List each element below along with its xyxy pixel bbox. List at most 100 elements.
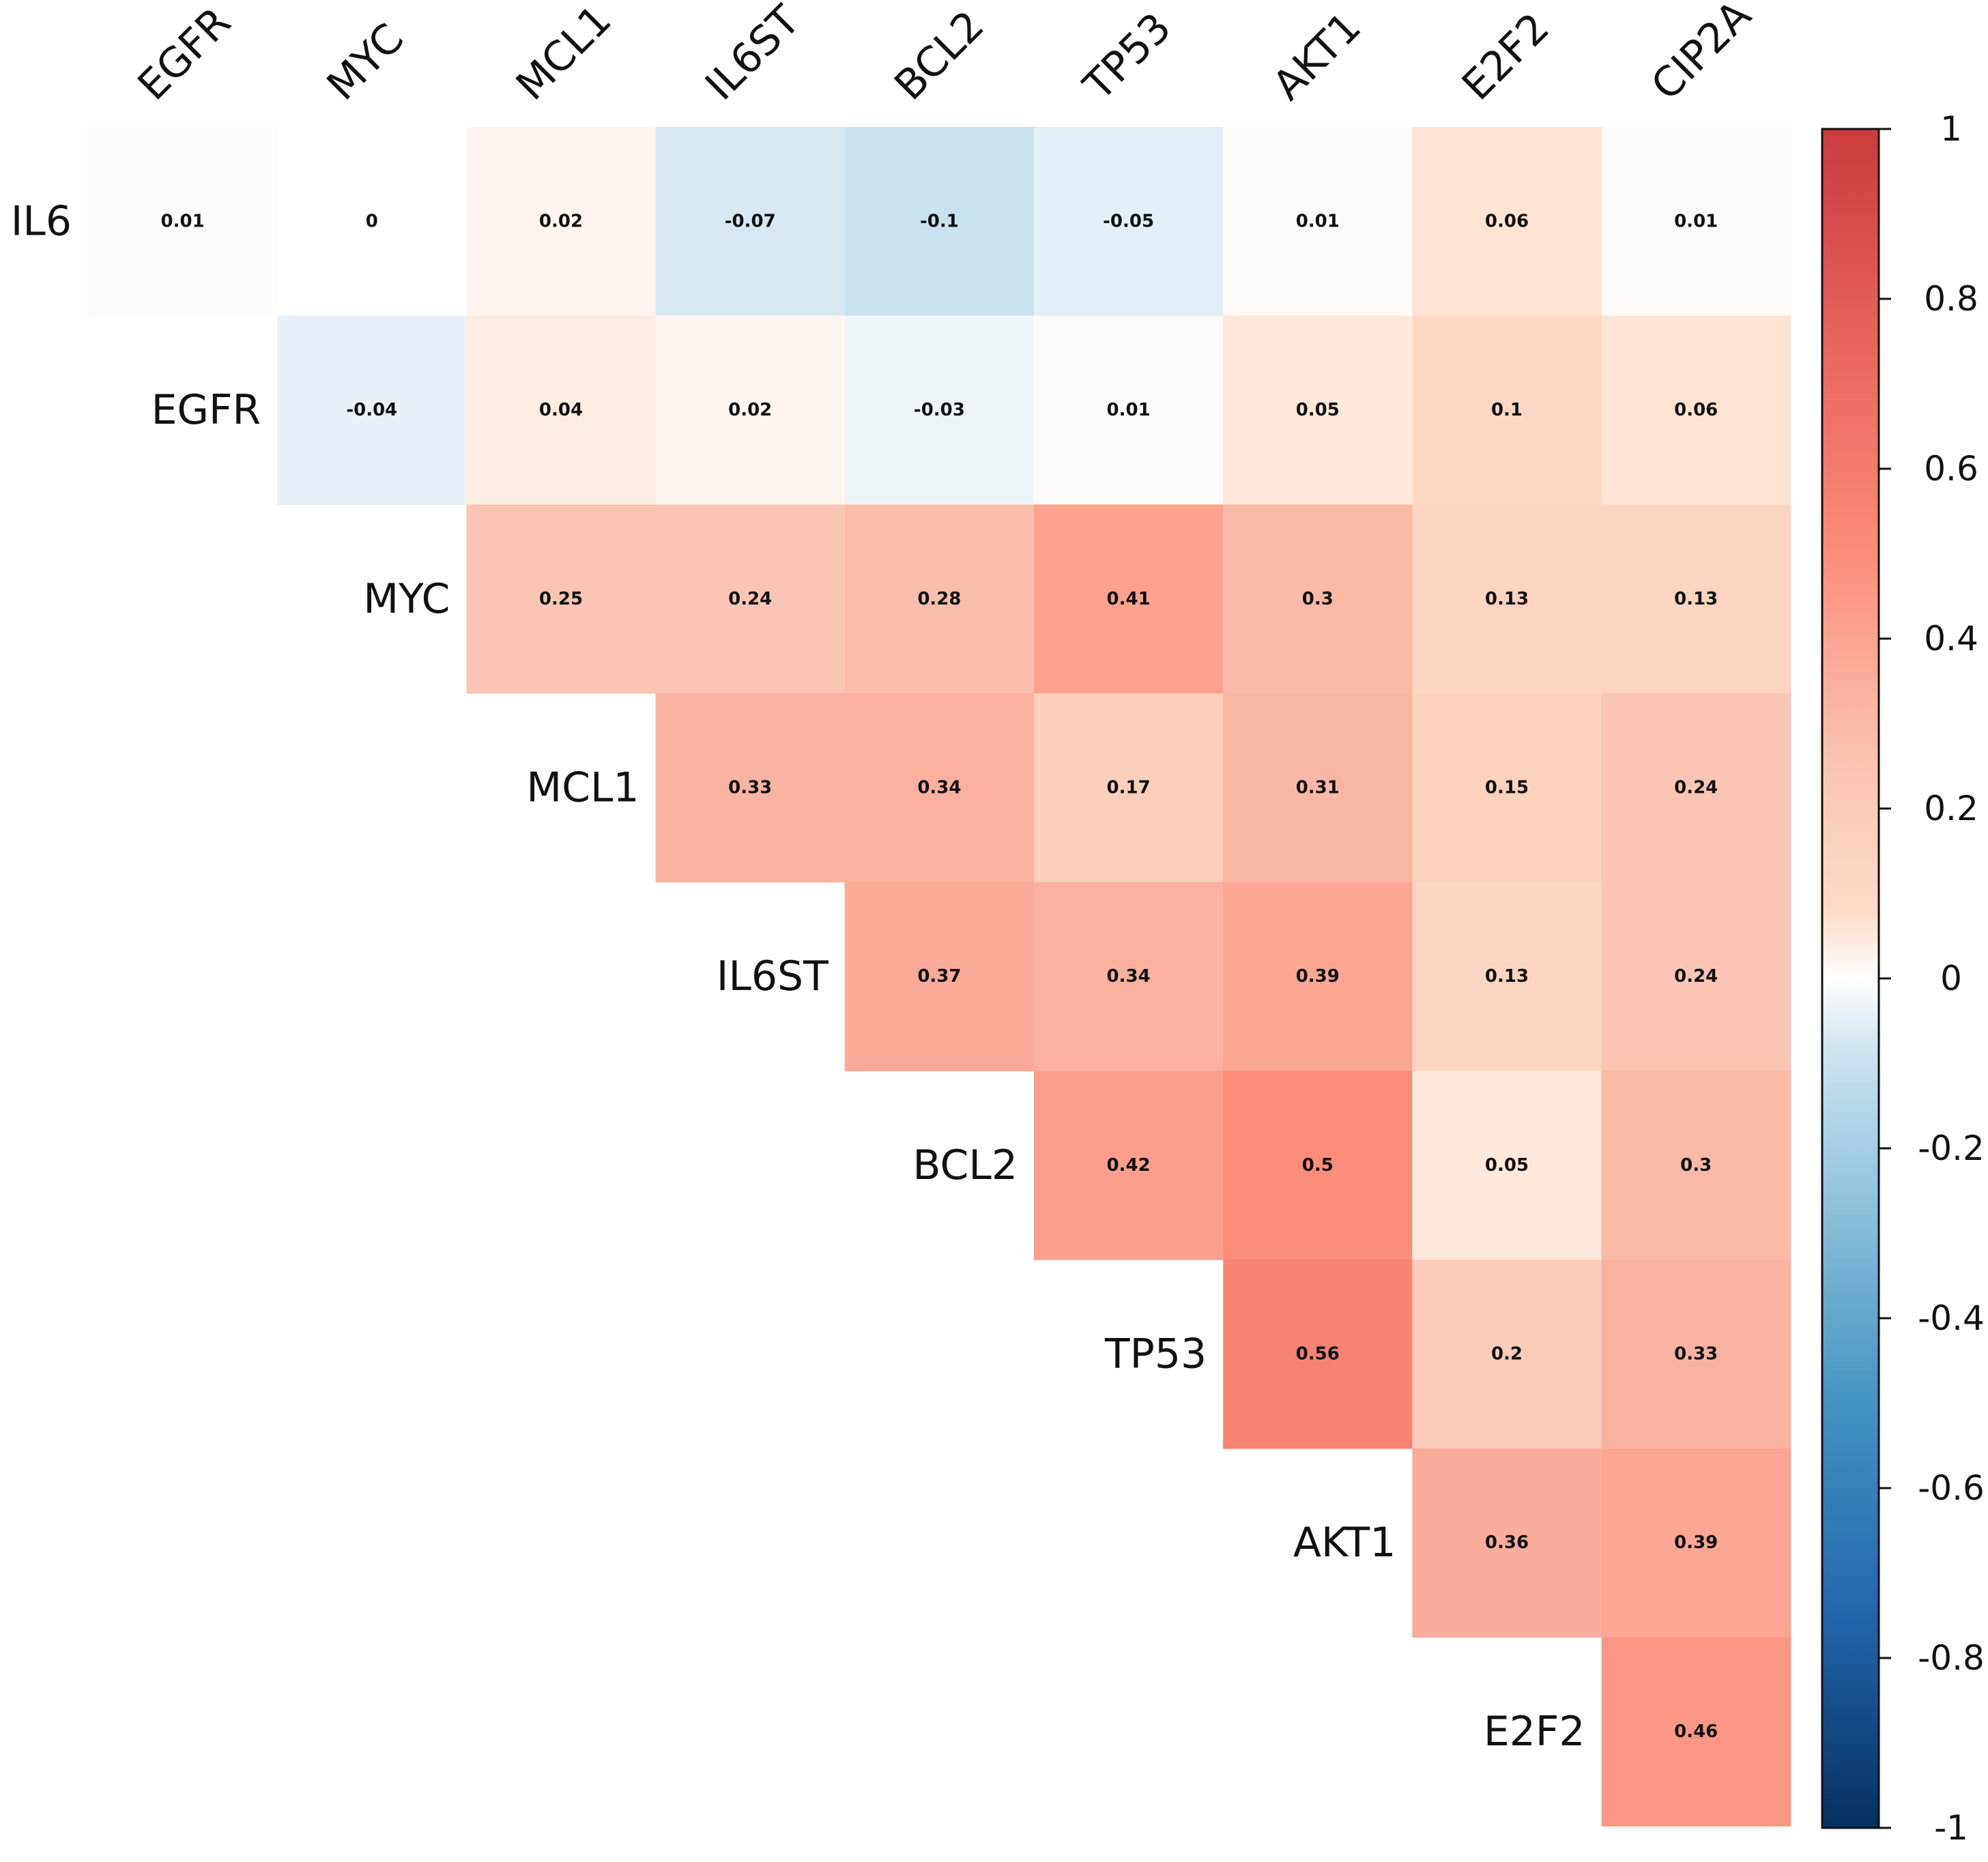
colorbar-gradient xyxy=(1821,128,1880,1829)
heatmap-cell xyxy=(1034,315,1224,505)
colorbar-tick-label: 0 xyxy=(1940,959,1962,998)
column-label: MCL1 xyxy=(507,0,620,110)
heatmap-cell xyxy=(1034,882,1224,1072)
cell-value-label: 0.2 xyxy=(1491,1344,1523,1365)
cell-value-label: 0.01 xyxy=(1674,211,1718,231)
cell-value-label: 0.3 xyxy=(1680,1155,1712,1176)
cell-value-label: 0.05 xyxy=(1296,400,1340,420)
colorbar-tick-label: -1 xyxy=(1934,1808,1968,1848)
heatmap-cell xyxy=(1412,1260,1602,1449)
heatmap-cell xyxy=(1601,1448,1791,1638)
cell-value-label: 0.28 xyxy=(917,589,961,609)
row-label: AKT1 xyxy=(1293,1519,1396,1567)
heatmap-cell xyxy=(655,504,846,694)
cell-value-label: 0.33 xyxy=(1674,1344,1718,1365)
heatmap-cell xyxy=(844,693,1035,883)
heatmap-cell xyxy=(1034,1071,1224,1260)
cell-value-label: 0.39 xyxy=(1296,966,1340,987)
column-label: IL6ST xyxy=(696,0,809,110)
heatmap-cell xyxy=(844,882,1035,1072)
column-labels: EGFR MYC MCL1 IL6ST BCL2 TP53 AKT1 E2F2 CIP2A xyxy=(129,0,1761,110)
row-label: BCL2 xyxy=(912,1141,1018,1189)
column-label: TP53 xyxy=(1074,4,1181,111)
cell-value-label: 0.05 xyxy=(1485,1155,1529,1176)
cell-value-label: 0.02 xyxy=(539,211,583,231)
heatmap-cell xyxy=(1601,504,1791,694)
heatmap-cell xyxy=(1223,504,1413,694)
cell-value-label: 0.25 xyxy=(539,589,583,609)
heatmap-cell xyxy=(1223,693,1413,883)
heatmap-cell xyxy=(277,315,467,505)
row-label: EGFR xyxy=(152,386,261,434)
heatmap-cell xyxy=(1034,504,1224,694)
column-label: AKT1 xyxy=(1264,3,1370,110)
heatmap-cell xyxy=(88,127,278,317)
heatmap-cell xyxy=(1412,315,1602,505)
row-labels: IL6 EGFR MYC MCL1 IL6ST BCL2 TP53 AKT1 E2F2 xyxy=(11,197,1585,1756)
cell-value-label: 0.42 xyxy=(1107,1155,1151,1176)
cell-value-label: 0.41 xyxy=(1107,589,1151,609)
row-label: MYC xyxy=(363,575,450,623)
cell-value-label: 0.24 xyxy=(1674,777,1718,798)
colorbar-tick-label: 0.8 xyxy=(1924,279,1978,319)
heatmap-cell xyxy=(1412,1071,1602,1260)
heatmap-cell xyxy=(1034,693,1224,883)
cell-value-label: 0.37 xyxy=(917,966,961,987)
cell-value-label: 0.5 xyxy=(1302,1155,1334,1176)
heatmap-cell xyxy=(1601,315,1791,505)
colorbar-tick-label: 1 xyxy=(1940,109,1962,149)
row-label: IL6 xyxy=(11,197,72,245)
cell-value-label: 0.06 xyxy=(1485,211,1529,231)
cell-value-label: 0.3 xyxy=(1302,589,1334,609)
colorbar-tick-label: -0.2 xyxy=(1918,1129,1985,1168)
heatmap-cell xyxy=(1601,1637,1791,1827)
row-label: MCL1 xyxy=(526,763,639,811)
cell-value-label: 0.06 xyxy=(1674,400,1718,420)
cell-value-label: 0.02 xyxy=(728,400,772,420)
cell-value-label: 0.31 xyxy=(1296,777,1340,798)
heatmap-cell xyxy=(1601,882,1791,1072)
heatmap-cell xyxy=(1412,1448,1602,1638)
colorbar-tick-label: -0.6 xyxy=(1918,1468,1985,1508)
colorbar-tick-label: 0.4 xyxy=(1924,619,1978,658)
colorbar-tick-label: -0.4 xyxy=(1918,1298,1985,1338)
heatmap-cell xyxy=(844,315,1035,505)
cell-value-label: 0.24 xyxy=(1674,966,1718,987)
heatmap-cell xyxy=(1223,315,1413,505)
heatmap-cell xyxy=(1601,693,1791,883)
heatmap-cell xyxy=(844,504,1035,694)
colorbar-tick-label: 0.2 xyxy=(1924,789,1978,828)
heatmap-cell xyxy=(1223,127,1413,317)
heatmap-cell xyxy=(466,315,657,505)
heatmap-cell xyxy=(655,315,846,505)
heatmap-cell xyxy=(1601,127,1791,317)
cell-value-label: 0.01 xyxy=(161,211,205,231)
column-label: MYC xyxy=(318,14,413,109)
cell-value-label: 0.39 xyxy=(1674,1532,1718,1553)
row-label: IL6ST xyxy=(717,952,829,1000)
cell-value-label: 0.34 xyxy=(1107,966,1151,987)
cell-value-label: 0.01 xyxy=(1296,211,1340,231)
heatmap-cells: 0.01 0 0.02 -0.07 -0.1 -0.05 0.01 0.06 0.01 -0.04… xyxy=(88,127,1791,1827)
cell-value-label: 0.01 xyxy=(1107,400,1151,420)
heatmap-cell xyxy=(466,504,657,694)
cell-value-label: 0.33 xyxy=(728,777,772,798)
heatmap-cell xyxy=(1601,1071,1791,1260)
cell-value-label: 0.17 xyxy=(1107,777,1151,798)
cell-value-label: 0.24 xyxy=(728,589,772,609)
column-label: BCL2 xyxy=(886,1,994,109)
cell-value-label: 0.13 xyxy=(1485,589,1529,609)
cell-value-label: 0.34 xyxy=(917,777,961,798)
cell-value-label: -0.07 xyxy=(725,211,776,231)
heatmap-cell xyxy=(1412,127,1602,317)
heatmap-cell xyxy=(1223,1260,1413,1449)
cell-value-label: 0.36 xyxy=(1485,1532,1529,1553)
row-label: E2F2 xyxy=(1484,1708,1585,1756)
heatmap-cell xyxy=(844,127,1035,317)
colorbar-tick-label: -0.8 xyxy=(1918,1638,1985,1678)
heatmap-cell xyxy=(1601,1260,1791,1449)
row-label: TP53 xyxy=(1104,1330,1207,1378)
column-label: E2F2 xyxy=(1453,4,1559,110)
heatmap-cell xyxy=(277,127,467,317)
